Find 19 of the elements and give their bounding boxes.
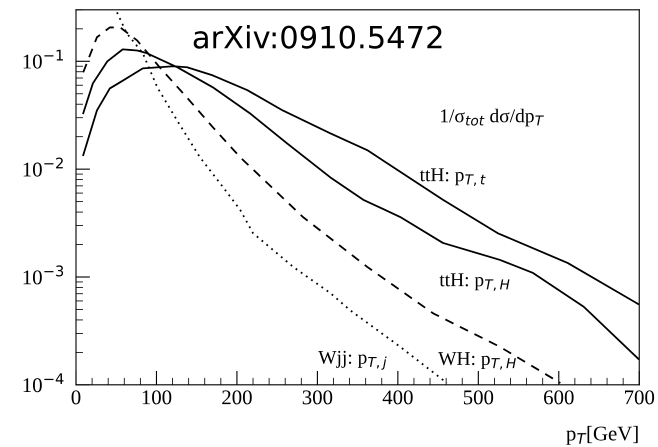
x-axis-title: p$_{T}$[GeV] — [566, 426, 638, 445]
x-tick-label: 200 — [222, 390, 252, 404]
y-tick-label: 10$^{−4}$ — [24, 373, 64, 392]
series-label: ttH: p$_{T,H}$ — [439, 273, 510, 291]
x-tick-label: 400 — [382, 390, 413, 404]
series-label: Wjj: p$_{T,j}$ — [318, 350, 387, 370]
y-tick-label: 10$^{−2}$ — [24, 158, 63, 177]
annotation: arXiv:0910.5472 — [194, 25, 442, 49]
series-label: ttH: p$_{T,t}$ — [420, 168, 486, 186]
series-label: WH: p$_{T,H}$ — [438, 352, 516, 370]
x-tick-label: 0 — [72, 390, 80, 404]
x-tick-label: 300 — [302, 390, 332, 404]
x-tick-label: 600 — [544, 390, 574, 404]
x-tick-label: 100 — [142, 390, 172, 404]
y-tick-label: 10$^{−3}$ — [24, 265, 64, 284]
y-tick-label: 10$^{−1}$ — [24, 50, 63, 69]
x-tick-label: 500 — [464, 390, 494, 404]
x-tick-label: 700 — [624, 390, 654, 404]
y-axis-title: 1/σ$_{tot}$ dσ/dp$_{T}$ — [441, 108, 544, 126]
